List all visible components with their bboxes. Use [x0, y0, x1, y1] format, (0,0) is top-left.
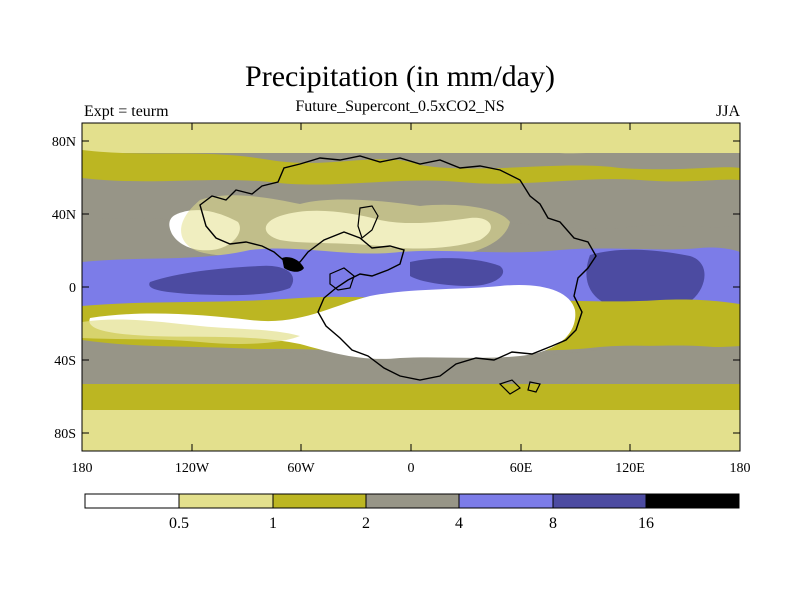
south-dry-light-yellow	[82, 319, 300, 344]
season-label: JJA	[715, 103, 740, 120]
precipitation-map	[82, 123, 740, 451]
lat-tick-label: 80N	[52, 135, 76, 150]
colorbar-bin	[646, 494, 739, 508]
lat-tick-label: 0	[69, 281, 76, 296]
inland-lake-center	[329, 267, 355, 291]
itcz-core-east	[586, 249, 705, 310]
colorbar-level-label: 0.5	[169, 515, 189, 532]
north-arid-yellow	[181, 195, 510, 257]
colorbar-bin	[273, 494, 366, 508]
island-chain	[498, 379, 541, 395]
itcz-core-pacific	[149, 265, 294, 296]
band-south-subpolar	[82, 384, 740, 412]
colorbar-bin	[366, 494, 459, 508]
lat-tick-label: 80S	[54, 427, 76, 442]
itcz-core-mid	[410, 258, 504, 286]
colorbar-level-label: 1	[269, 515, 277, 532]
page-title: Precipitation (in mm/day)	[245, 60, 555, 93]
south-dry-region	[89, 285, 576, 359]
colorbar-bin	[553, 494, 646, 508]
colorbar-level-label: 4	[455, 515, 463, 532]
colorbar-bin	[459, 494, 553, 508]
continent-coastline	[199, 155, 597, 381]
colorbar-frame	[84, 493, 740, 509]
experiment-label: Expt = teurm	[84, 103, 169, 120]
colorbar-level-label: 2	[362, 515, 370, 532]
itcz-peak	[282, 257, 304, 272]
colorbar-bin	[179, 494, 273, 508]
lon-tick-label: 120W	[175, 461, 210, 476]
lat-axis: 80N 40N 0 40S 80S	[52, 135, 740, 442]
lat-tick-label: 40N	[52, 208, 76, 223]
lon-tick-label: 60E	[510, 461, 533, 476]
lon-tick-label: 120E	[615, 461, 645, 476]
inland-lake-north	[357, 205, 379, 240]
band-north-midlat	[82, 128, 740, 154]
lon-tick-label: 0	[408, 461, 415, 476]
lon-axis: 180 120W 60W 0 60E 120E 180	[72, 123, 751, 476]
south-storm-track	[82, 340, 740, 388]
colorbar-bin	[85, 494, 179, 508]
colorbar-level-label: 8	[549, 515, 557, 532]
colorbar-level-label: 16	[638, 515, 654, 532]
lon-tick-label: 180	[72, 461, 93, 476]
lat-tick-label: 40S	[54, 354, 76, 369]
subtitle: Future_Supercont_0.5xCO2_NS	[295, 98, 505, 115]
lon-tick-label: 60W	[287, 461, 315, 476]
colorbar: 0.5 1 2 4 8 16	[84, 493, 740, 532]
lon-tick-label: 180	[730, 461, 751, 476]
